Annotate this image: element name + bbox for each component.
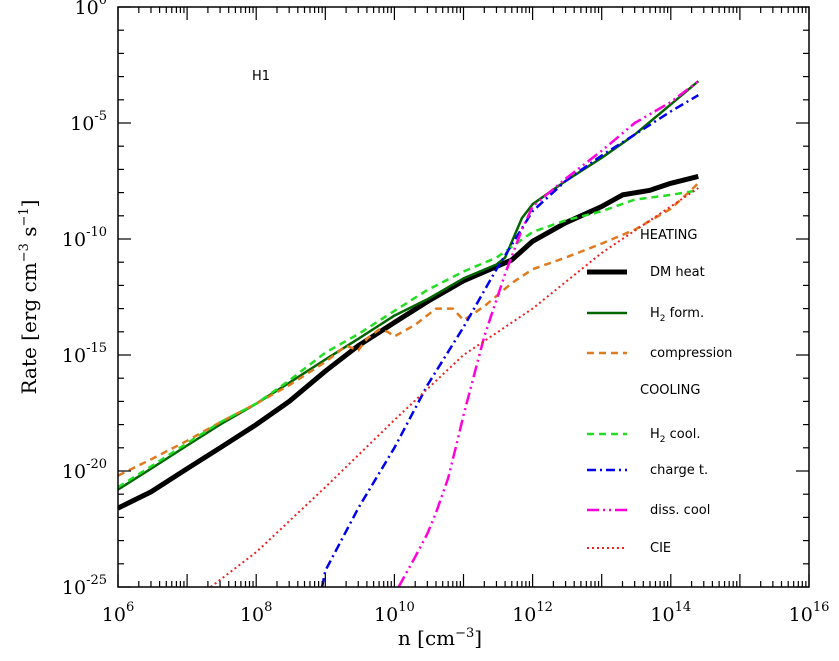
y-tick-label: 10-10: [62, 225, 107, 251]
legend-label: diss. cool: [650, 503, 710, 518]
x-tick-label: 1012: [512, 600, 553, 626]
y-tick-label: 100: [75, 0, 107, 19]
x-tick-label: 1010: [374, 600, 415, 626]
legend-cooling-header: COOLING: [640, 383, 700, 398]
legend-label: H2 form.: [650, 306, 704, 324]
x-tick-label: 108: [240, 600, 272, 626]
series-line: [210, 187, 699, 587]
series-line: [118, 173, 699, 511]
panel-label: H1: [252, 69, 270, 84]
y-tick-label: 10-20: [62, 457, 107, 483]
x-tick-label: 106: [102, 600, 134, 626]
legend-label: compression: [650, 346, 732, 361]
y-tick-label: 10-5: [70, 109, 107, 135]
legend-label: charge t.: [650, 463, 708, 478]
legend-heating-header: HEATING: [640, 228, 697, 243]
series-line: [118, 189, 699, 489]
legend: DM heat H2 form. compression H2 cool. charge…: [587, 265, 732, 556]
ticks-layer: 106 108 1010 1012 1014 1016 100 10-5 10-10 10-15 1…: [62, 0, 829, 626]
x-tick-label: 1014: [650, 600, 691, 626]
legend-label: DM heat: [650, 265, 705, 280]
series-layer: [118, 80, 700, 587]
y-axis-label: Rate [erg cm−3 s−1]: [17, 200, 41, 395]
legend-label: H2 cool.: [650, 427, 700, 445]
plot-frame: [117, 6, 810, 588]
y-tick-label: 10-15: [62, 341, 107, 367]
legend-label: CIE: [650, 541, 671, 556]
x-axis-label: n [cm−3]: [398, 626, 482, 650]
series-line: [118, 182, 700, 477]
series-line: [320, 94, 699, 587]
x-tick-label: 1016: [789, 600, 830, 626]
series-line: [118, 80, 700, 491]
series-line: [397, 80, 700, 587]
y-tick-label: 10-25: [62, 573, 107, 599]
